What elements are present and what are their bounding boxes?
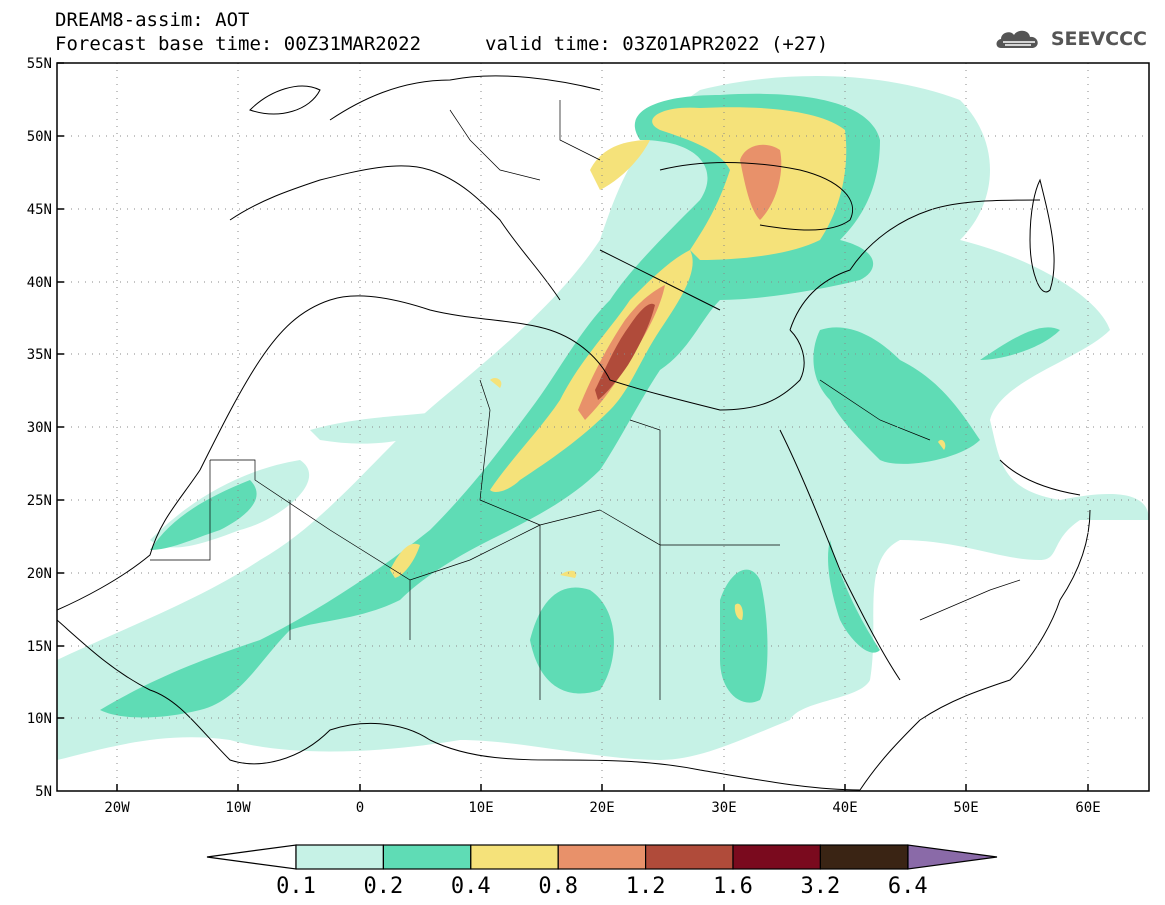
lat-labels: 55N 50N 45N 40N 35N 30N 25N 20N 15N 10N …: [27, 56, 52, 800]
lat-label: 40N: [27, 275, 52, 291]
colorbar-label: 1.2: [626, 874, 666, 899]
lon-label: 60E: [1075, 800, 1100, 816]
coastlines: [57, 75, 1091, 791]
lat-label: 15N: [27, 639, 52, 655]
lat-label: 5N: [35, 784, 52, 800]
colorbar-box: [557, 844, 647, 870]
lon-label: 30E: [711, 800, 736, 816]
colorbar-label: 1.6: [713, 874, 753, 899]
country-borders: [150, 100, 1021, 700]
lon-labels: 20W 10W 0 10E 20E 30E 40E 50E 60E: [104, 800, 1100, 816]
colorbar-label: 0.8: [538, 874, 578, 899]
axis-ticks: [57, 62, 1089, 791]
lon-label: 10W: [225, 800, 251, 816]
lat-label: 20N: [27, 566, 52, 582]
colorbar-over-arrow: [907, 844, 998, 870]
map-title: DREAM8-assim: AOT: [55, 9, 250, 31]
lat-label: 10N: [27, 711, 52, 727]
colorbar-boxes: [295, 844, 909, 870]
lon-label: 0: [356, 800, 364, 816]
colorbar-box: [382, 844, 472, 870]
colorbar-label: 0.2: [364, 874, 404, 899]
colorbar-box: [732, 844, 822, 870]
lat-label: 25N: [27, 493, 52, 509]
colorbar-label: 6.4: [888, 874, 928, 899]
valid-time-label: valid time: 03Z01APR2022 (+27): [485, 33, 829, 55]
aot-field: [57, 76, 1149, 761]
lat-label: 50N: [27, 129, 52, 145]
cloud-icon: [996, 30, 1038, 48]
lon-label: 40E: [832, 800, 857, 816]
colorbar-label: 0.1: [276, 874, 316, 899]
seevccc-logo: SEEVCCC: [993, 26, 1147, 52]
colorbar-label: 3.2: [801, 874, 841, 899]
base-time-label: Forecast base time: 00Z31MAR2022: [55, 33, 422, 55]
colorbar-label: 0.4: [451, 874, 491, 899]
lat-label: 45N: [27, 202, 52, 218]
colorbar-box: [295, 844, 385, 870]
lat-label: 30N: [27, 420, 52, 436]
colorbar-under-arrow: [206, 844, 297, 870]
lon-label: 50E: [953, 800, 978, 816]
lat-label: 55N: [27, 56, 52, 72]
logo-text: SEEVCCC: [1050, 28, 1147, 50]
lon-label: 10E: [468, 800, 493, 816]
lon-label: 20E: [589, 800, 614, 816]
colorbar-box: [470, 844, 559, 870]
gridlines: [57, 63, 1149, 791]
lon-label: 20W: [104, 800, 130, 816]
colorbar: 0.1 0.2 0.4 0.8 1.2 1.6 3.2 6.4: [206, 844, 998, 899]
colorbar-box: [819, 844, 909, 870]
lat-label: 35N: [27, 347, 52, 363]
colorbar-box: [644, 844, 734, 870]
